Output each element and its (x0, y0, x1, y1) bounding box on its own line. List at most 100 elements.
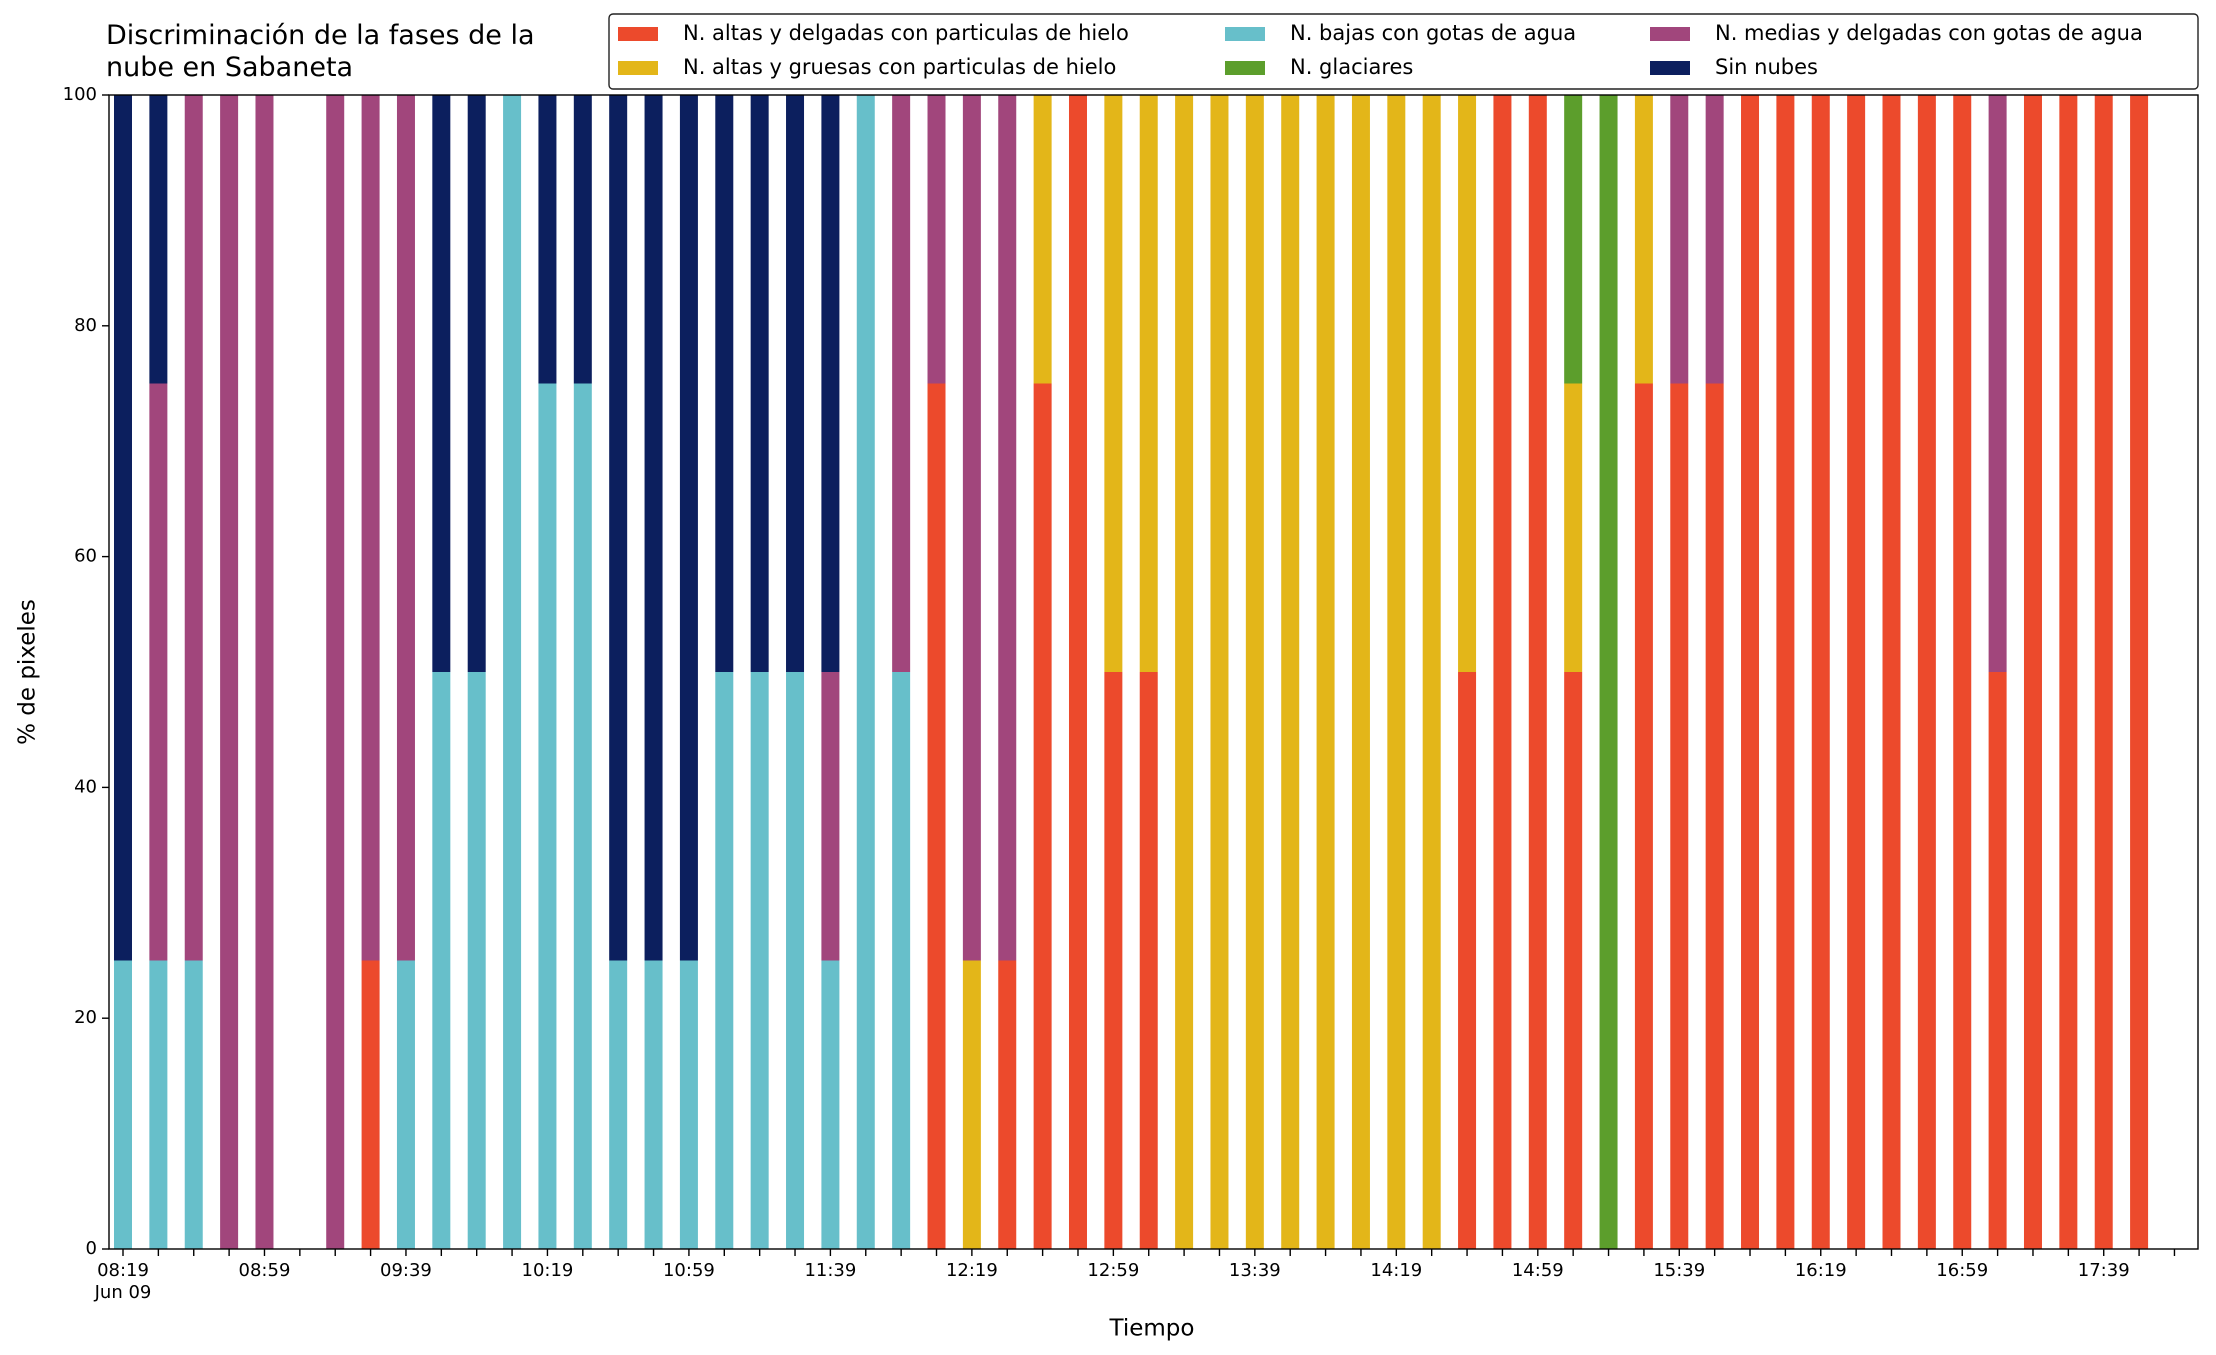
bar-segment (149, 960, 168, 1249)
bar-segment (1528, 95, 1547, 1249)
bar-segment (1104, 95, 1123, 672)
bar-segment (1387, 95, 1406, 1249)
x-tick-label: 08:59 (239, 1260, 291, 1281)
bar-segment (679, 95, 698, 961)
bar-segment (1104, 672, 1123, 1249)
legend-swatch (618, 61, 658, 75)
bar-segment (1458, 95, 1477, 672)
bar-segment (892, 95, 911, 672)
bar-segment (326, 95, 345, 1249)
bar-segment (1175, 95, 1194, 1249)
legend-label: Sin nubes (1715, 55, 1818, 79)
y-tick-label: 0 (86, 1238, 97, 1259)
bar-segment (927, 383, 946, 1249)
legend-swatch (1225, 61, 1265, 75)
bar-segment (1882, 95, 1901, 1249)
x-tick-label: 08:19 (97, 1260, 149, 1281)
bar-segment (1705, 383, 1724, 1249)
y-tick-label: 20 (74, 1007, 97, 1028)
legend-label: N. medias y delgadas con gotas de agua (1715, 21, 2143, 45)
bar-segment (1670, 383, 1689, 1249)
x-tick-label: 16:59 (1936, 1260, 1988, 1281)
bar-segment (503, 95, 522, 1249)
bar-segment (361, 95, 380, 961)
y-tick-label: 80 (74, 315, 97, 336)
bar-segment (1564, 672, 1583, 1249)
bar-segment (998, 95, 1017, 961)
bar-segment (1493, 95, 1512, 1249)
bar-segment (396, 960, 415, 1249)
bar-segment (1634, 95, 1653, 384)
bar-segment (1953, 95, 1972, 1249)
bar-segment (715, 95, 734, 672)
legend-swatch (618, 27, 658, 41)
bar-segment (2094, 95, 2113, 1249)
bar-segment (1741, 95, 1760, 1249)
x-date-label: Jun 09 (94, 1282, 152, 1303)
bar-segment (573, 383, 592, 1249)
bar-segment (786, 672, 805, 1249)
bar-segment (114, 960, 132, 1249)
bar-segment (538, 95, 557, 384)
legend-box (608, 13, 2199, 90)
x-tick-label: 10:59 (663, 1260, 715, 1281)
bar-segment (573, 95, 592, 384)
bar-segment (432, 672, 451, 1249)
bar-segment (1422, 95, 1441, 1249)
y-tick-label: 60 (74, 546, 97, 567)
bar-segment (1351, 95, 1370, 1249)
x-tick-label: 14:19 (1370, 1260, 1422, 1281)
legend-label: N. glaciares (1290, 55, 1413, 79)
bar-segment (609, 95, 628, 961)
x-tick-label: 10:19 (522, 1260, 574, 1281)
bar-segment (2059, 95, 2078, 1249)
legend-label: N. altas y delgadas con particulas de hi… (683, 21, 1129, 45)
bar-segment (856, 95, 875, 1249)
bar-segment (1564, 383, 1583, 672)
bar-segment (786, 95, 805, 672)
bar-segment (1281, 95, 1300, 1249)
bar-segment (1599, 95, 1618, 1249)
x-tick-label: 17:39 (2078, 1260, 2130, 1281)
bar-segment (1033, 383, 1052, 1249)
x-tick-label: 15:39 (1653, 1260, 1705, 1281)
bar-segment (644, 960, 663, 1249)
bar-segment (1705, 95, 1724, 384)
bar-segment (679, 960, 698, 1249)
bar-segment (1210, 95, 1229, 1249)
bar-segment (184, 95, 203, 961)
bar-segment (609, 960, 628, 1249)
bar-segment (1139, 95, 1158, 672)
legend-label: N. altas y gruesas con particulas de hie… (683, 55, 1116, 79)
bar-segment (1670, 95, 1689, 384)
x-tick-label: 12:19 (946, 1260, 998, 1281)
x-tick-label: 12:59 (1087, 1260, 1139, 1281)
bar-segment (892, 672, 911, 1249)
x-tick-label: 16:19 (1795, 1260, 1847, 1281)
bar-segment (1564, 95, 1583, 384)
bar-segment (1139, 672, 1158, 1249)
bar-segment (1033, 95, 1052, 384)
bar-segment (184, 960, 203, 1249)
bar-segment (715, 672, 734, 1249)
bar-segment (467, 672, 486, 1249)
bar-segment (1068, 95, 1087, 1249)
bar-segment (396, 95, 415, 961)
bar-segment (432, 95, 451, 672)
legend-swatch (1650, 61, 1690, 75)
bar-segment (1458, 672, 1477, 1249)
bar-segment (821, 672, 840, 961)
bar-segment (149, 95, 168, 384)
y-axis-label: % de pixeles (15, 599, 41, 745)
bar-segment (2023, 95, 2042, 1249)
x-tick-label: 11:39 (804, 1260, 856, 1281)
legend-label: N. bajas con gotas de agua (1290, 21, 1576, 45)
x-tick-label: 14:59 (1512, 1260, 1564, 1281)
bar-segment (962, 95, 981, 961)
bar-segment (927, 95, 946, 384)
bar-segment (538, 383, 557, 1249)
x-tick-label: 09:39 (380, 1260, 432, 1281)
bar-segment (467, 95, 486, 672)
